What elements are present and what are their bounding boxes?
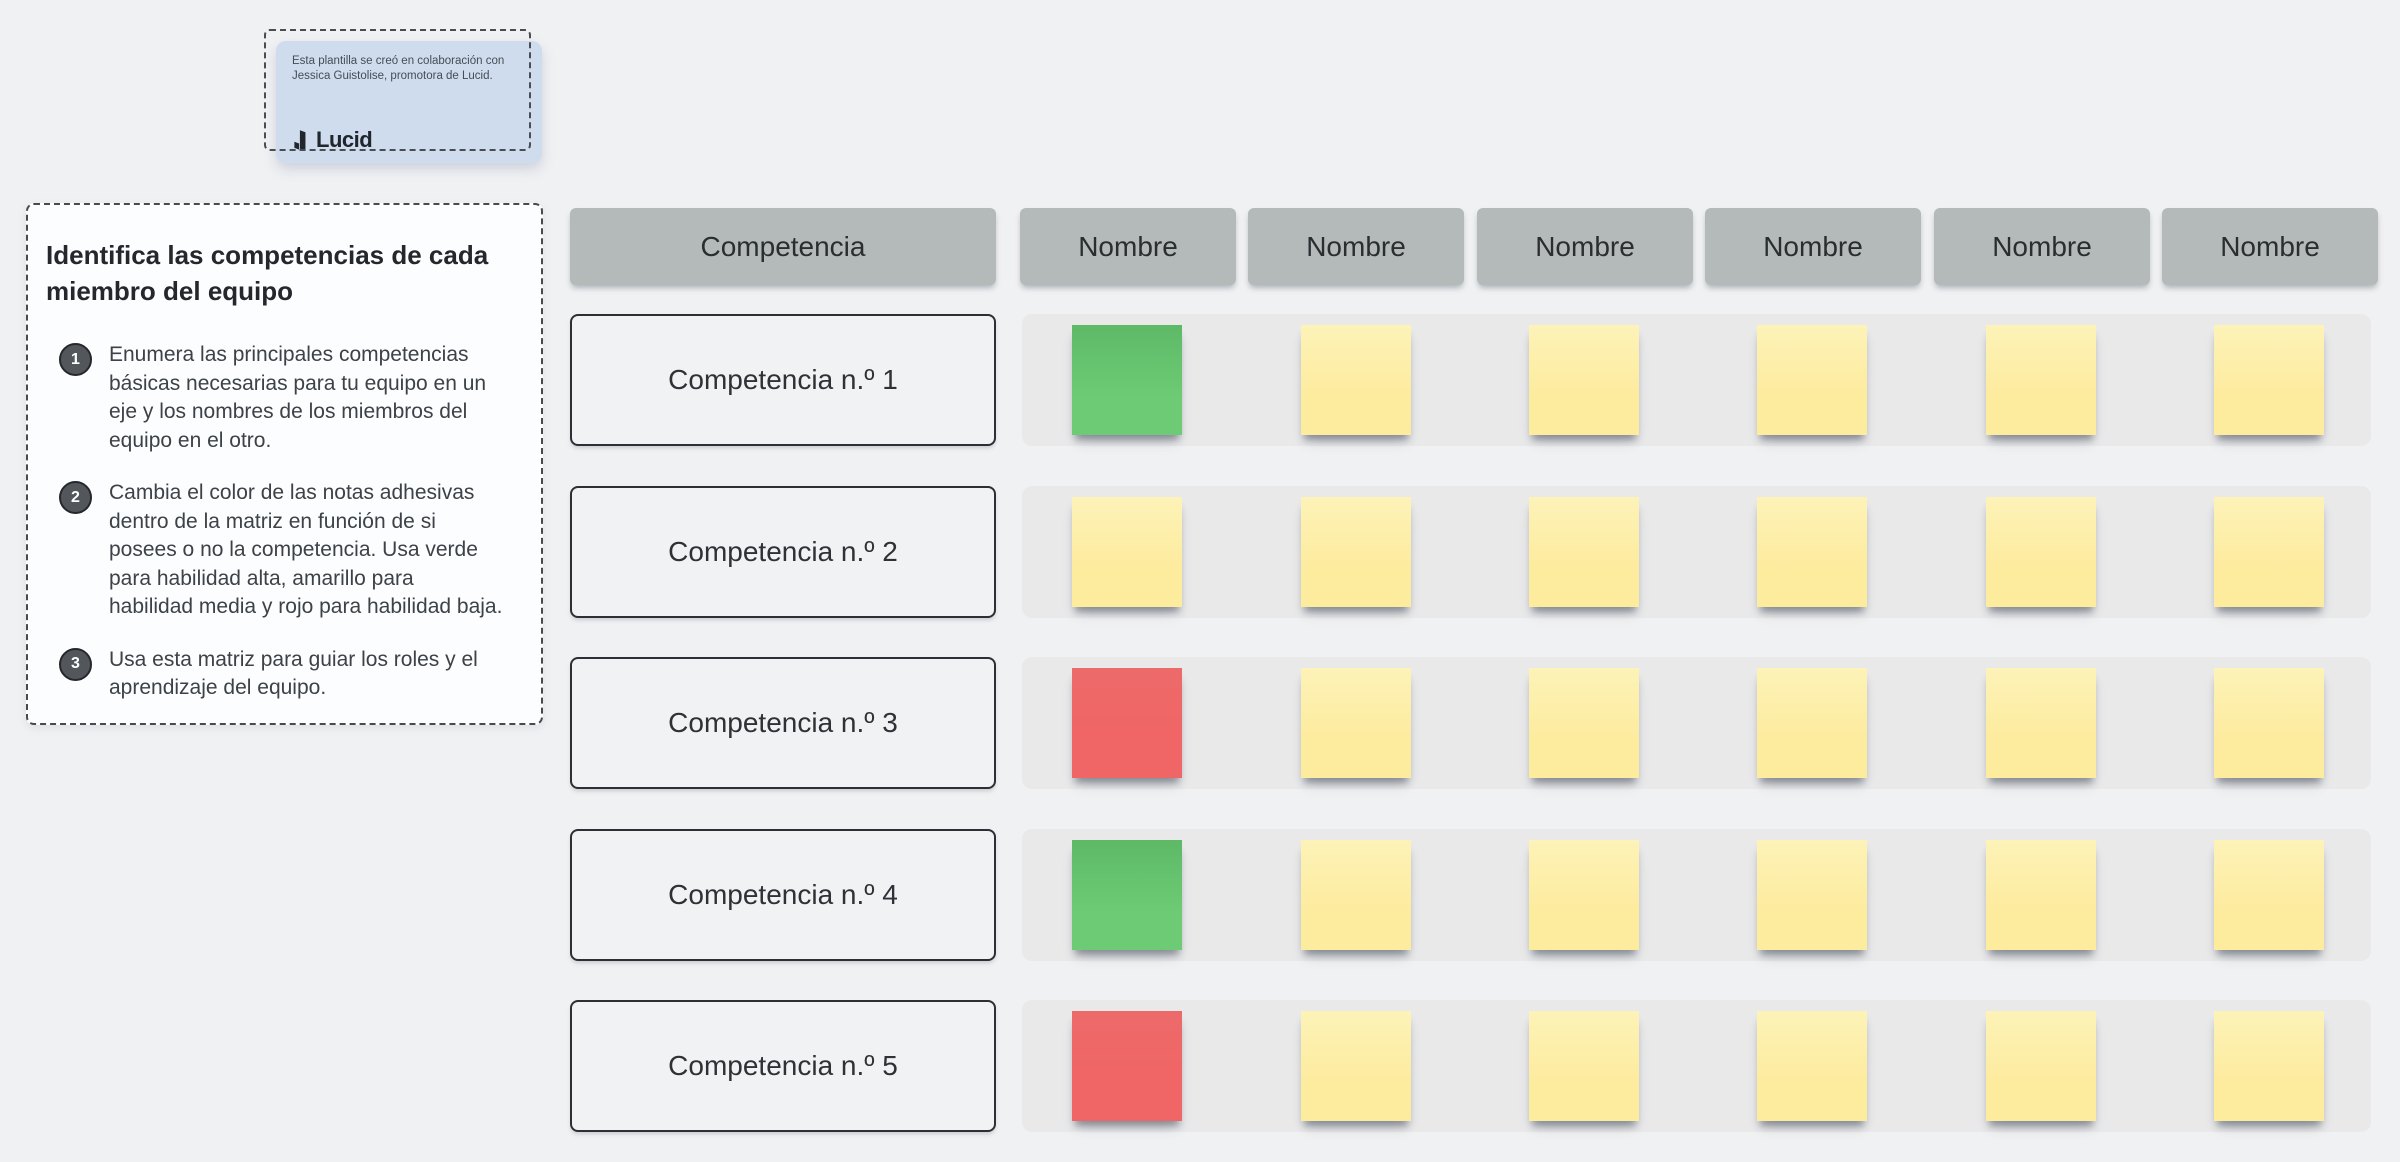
sticky-note[interactable] [1072,668,1182,778]
step-item-1: 1 Enumera las principales competencias b… [59,341,517,455]
sticky-note[interactable] [1301,497,1411,607]
sticky-note[interactable] [1301,325,1411,435]
sticky-note[interactable] [1757,325,1867,435]
step-number-badge: 3 [59,647,92,681]
column-header-competencia[interactable]: Competencia [570,208,996,285]
attribution-frame [264,29,531,151]
column-header-nombre-6[interactable]: Nombre [2162,208,2378,285]
matrix-row-band-4 [1022,829,2371,961]
sticky-note[interactable] [2214,325,2324,435]
sticky-note[interactable] [1072,497,1182,607]
row-label-competencia-3[interactable]: Competencia n.º 3 [570,657,996,789]
sticky-note[interactable] [1529,325,1639,435]
attribution-badge[interactable]: Esta plantilla se creó en colaboración c… [276,41,542,163]
matrix-row-band-1 [1022,314,2371,446]
sticky-note[interactable] [1757,668,1867,778]
instructions-title: Identifica las competencias de cada miem… [46,240,489,306]
sticky-note[interactable] [1072,325,1182,435]
row-label-competencia-2[interactable]: Competencia n.º 2 [570,486,996,618]
instructions-steps: 1 Enumera las principales competencias b… [59,341,517,703]
matrix-row-band-5 [1022,1000,2371,1132]
step-item-3: 3 Usa esta matriz para guiar los roles y… [59,646,517,703]
column-header-nombre-5[interactable]: Nombre [1934,208,2150,285]
column-header-nombre-3[interactable]: Nombre [1477,208,1693,285]
step-item-2: 2 Cambia el color de las notas adhesivas… [59,479,517,622]
lucid-logo-wordmark: Lucid [316,127,373,152]
sticky-note[interactable] [1986,325,2096,435]
sticky-note[interactable] [2214,1011,2324,1121]
matrix-row-band-3 [1022,657,2371,789]
sticky-note[interactable] [2214,497,2324,607]
lucid-logo: Lucid [292,127,373,153]
column-header-nombre-4[interactable]: Nombre [1705,208,1921,285]
sticky-note[interactable] [1529,668,1639,778]
sticky-note[interactable] [1529,1011,1639,1121]
step-text: Usa esta matriz para guiar los roles y e… [109,647,478,700]
sticky-note[interactable] [1072,1011,1182,1121]
row-label-competencia-1[interactable]: Competencia n.º 1 [570,314,996,446]
lucid-logo-icon [292,129,311,152]
instructions-panel[interactable]: Identifica las competencias de cada miem… [26,203,543,725]
column-header-nombre-1[interactable]: Nombre [1020,208,1236,285]
sticky-note[interactable] [1301,840,1411,950]
row-label-competencia-5[interactable]: Competencia n.º 5 [570,1000,996,1132]
sticky-note[interactable] [1986,1011,2096,1121]
sticky-note[interactable] [1757,497,1867,607]
row-label-competencia-4[interactable]: Competencia n.º 4 [570,829,996,961]
step-text: Cambia el color de las notas adhesivas d… [109,481,503,618]
sticky-note[interactable] [1986,497,2096,607]
sticky-note[interactable] [1986,668,2096,778]
sticky-note[interactable] [1301,1011,1411,1121]
sticky-note[interactable] [2214,840,2324,950]
sticky-note[interactable] [1072,840,1182,950]
step-text: Enumera las principales competencias bás… [109,343,487,452]
sticky-note[interactable] [1986,840,2096,950]
sticky-note[interactable] [1529,497,1639,607]
attribution-text: Esta plantilla se creó en colaboración c… [292,55,505,82]
column-header-nombre-2[interactable]: Nombre [1248,208,1464,285]
step-number-badge: 2 [59,481,92,514]
sticky-note[interactable] [1757,1011,1867,1121]
matrix-row-band-2 [1022,486,2371,618]
step-number-badge: 1 [59,343,92,376]
sticky-note[interactable] [2214,668,2324,778]
sticky-note[interactable] [1301,668,1411,778]
sticky-note[interactable] [1529,840,1639,950]
sticky-note[interactable] [1757,840,1867,950]
